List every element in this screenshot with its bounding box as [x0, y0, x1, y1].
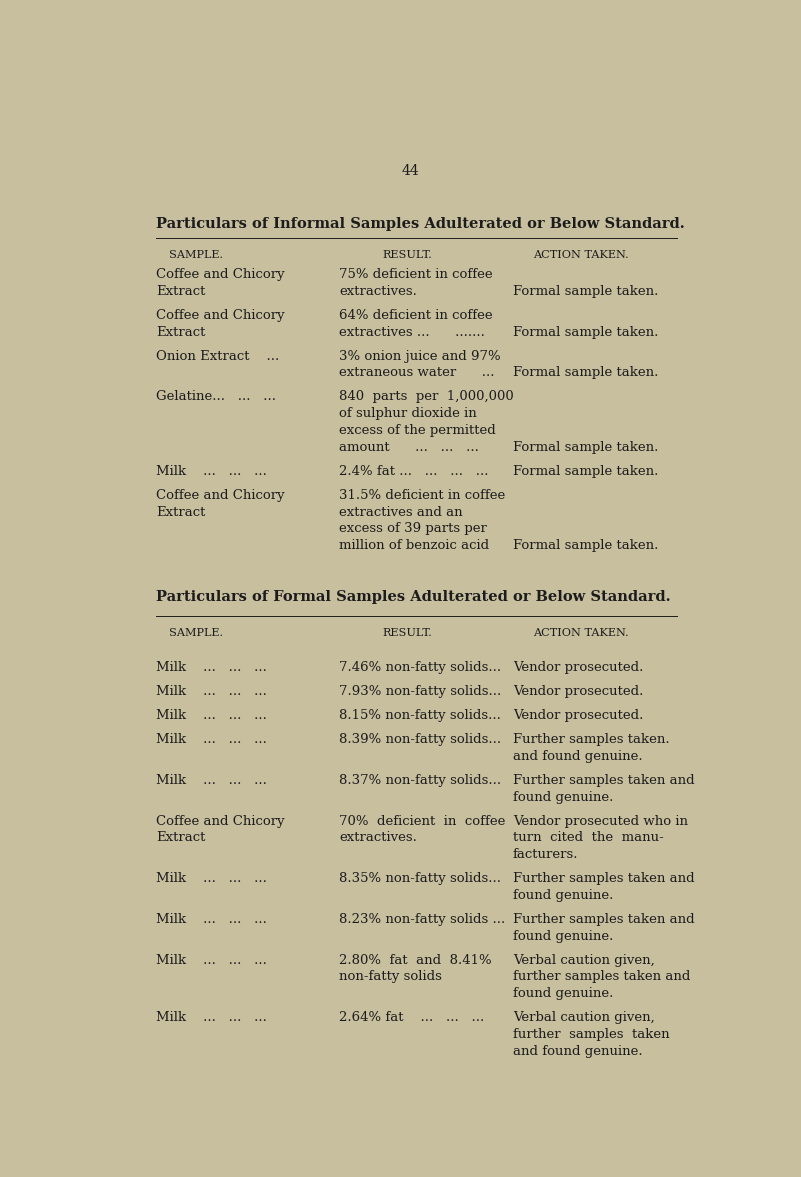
- Text: 75% deficient in coffee: 75% deficient in coffee: [339, 268, 493, 281]
- Text: Further samples taken and: Further samples taken and: [513, 773, 694, 787]
- Text: SAMPLE.: SAMPLE.: [169, 250, 223, 260]
- Text: Further samples taken and: Further samples taken and: [513, 872, 694, 885]
- Text: non-fatty solids: non-fatty solids: [339, 971, 442, 984]
- Text: Particulars of Formal Samples Adulterated or Below Standard.: Particulars of Formal Samples Adulterate…: [156, 591, 670, 604]
- Text: 44: 44: [401, 164, 420, 178]
- Text: Vendor prosecuted.: Vendor prosecuted.: [513, 685, 643, 698]
- Text: excess of 39 parts per: excess of 39 parts per: [339, 523, 487, 536]
- Text: and found genuine.: and found genuine.: [513, 750, 642, 763]
- Text: 3% onion juice and 97%: 3% onion juice and 97%: [339, 350, 501, 363]
- Text: facturers.: facturers.: [513, 849, 578, 862]
- Text: further samples taken and: further samples taken and: [513, 971, 690, 984]
- Text: RESULT.: RESULT.: [383, 250, 433, 260]
- Text: Extract: Extract: [156, 285, 205, 298]
- Text: Formal sample taken.: Formal sample taken.: [513, 366, 658, 379]
- Text: 8.37% non-fatty solids...: 8.37% non-fatty solids...: [339, 773, 501, 787]
- Text: Milk    ...   ...   ...: Milk ... ... ...: [156, 1011, 267, 1024]
- Text: Coffee and Chicory: Coffee and Chicory: [156, 488, 284, 501]
- Text: excess of the permitted: excess of the permitted: [339, 424, 496, 437]
- Text: Milk    ...   ...   ...: Milk ... ... ...: [156, 773, 267, 787]
- Text: Further samples taken and: Further samples taken and: [513, 913, 694, 926]
- Text: extractives.: extractives.: [339, 285, 417, 298]
- Text: ACTION TAKEN.: ACTION TAKEN.: [533, 629, 629, 638]
- Text: Extract: Extract: [156, 831, 205, 844]
- Text: Gelatine...   ...   ...: Gelatine... ... ...: [156, 391, 276, 404]
- Text: extractives ...      .......: extractives ... .......: [339, 326, 485, 339]
- Text: turn  cited  the  manu-: turn cited the manu-: [513, 831, 664, 844]
- Text: Formal sample taken.: Formal sample taken.: [513, 326, 658, 339]
- Text: Formal sample taken.: Formal sample taken.: [513, 440, 658, 454]
- Text: 2.80%  fat  and  8.41%: 2.80% fat and 8.41%: [339, 953, 492, 966]
- Text: Milk    ...   ...   ...: Milk ... ... ...: [156, 872, 267, 885]
- Text: 840  parts  per  1,000,000: 840 parts per 1,000,000: [339, 391, 514, 404]
- Text: Milk    ...   ...   ...: Milk ... ... ...: [156, 685, 267, 698]
- Text: of sulphur dioxide in: of sulphur dioxide in: [339, 407, 477, 420]
- Text: Particulars of Informal Samples Adulterated or Below Standard.: Particulars of Informal Samples Adultera…: [156, 218, 685, 232]
- Text: 7.46% non-fatty solids...: 7.46% non-fatty solids...: [339, 661, 501, 674]
- Text: Extract: Extract: [156, 506, 205, 519]
- Text: found genuine.: found genuine.: [513, 791, 614, 804]
- Text: found genuine.: found genuine.: [513, 930, 614, 943]
- Text: found genuine.: found genuine.: [513, 889, 614, 902]
- Text: Coffee and Chicory: Coffee and Chicory: [156, 814, 284, 827]
- Text: 8.39% non-fatty solids...: 8.39% non-fatty solids...: [339, 733, 501, 746]
- Text: further  samples  taken: further samples taken: [513, 1028, 670, 1040]
- Text: ACTION TAKEN.: ACTION TAKEN.: [533, 250, 629, 260]
- Text: Formal sample taken.: Formal sample taken.: [513, 539, 658, 552]
- Text: SAMPLE.: SAMPLE.: [169, 629, 223, 638]
- Text: Coffee and Chicory: Coffee and Chicory: [156, 268, 284, 281]
- Text: Vendor prosecuted.: Vendor prosecuted.: [513, 709, 643, 722]
- Text: Milk    ...   ...   ...: Milk ... ... ...: [156, 733, 267, 746]
- Text: 31.5% deficient in coffee: 31.5% deficient in coffee: [339, 488, 505, 501]
- Text: 64% deficient in coffee: 64% deficient in coffee: [339, 308, 493, 321]
- Text: Formal sample taken.: Formal sample taken.: [513, 465, 658, 478]
- Text: found genuine.: found genuine.: [513, 988, 614, 1000]
- Text: 8.23% non-fatty solids ...: 8.23% non-fatty solids ...: [339, 913, 505, 926]
- Text: 8.35% non-fatty solids...: 8.35% non-fatty solids...: [339, 872, 501, 885]
- Text: extractives.: extractives.: [339, 831, 417, 844]
- Text: Verbal caution given,: Verbal caution given,: [513, 1011, 654, 1024]
- Text: amount      ...   ...   ...: amount ... ... ...: [339, 440, 479, 454]
- Text: Milk    ...   ...   ...: Milk ... ... ...: [156, 465, 267, 478]
- Text: Milk    ...   ...   ...: Milk ... ... ...: [156, 913, 267, 926]
- Text: Onion Extract    ...: Onion Extract ...: [156, 350, 280, 363]
- Text: RESULT.: RESULT.: [383, 629, 433, 638]
- Text: Milk    ...   ...   ...: Milk ... ... ...: [156, 709, 267, 722]
- Text: 8.15% non-fatty solids...: 8.15% non-fatty solids...: [339, 709, 501, 722]
- Text: 2.4% fat ...   ...   ...   ...: 2.4% fat ... ... ... ...: [339, 465, 489, 478]
- Text: Further samples taken.: Further samples taken.: [513, 733, 670, 746]
- Text: Vendor prosecuted.: Vendor prosecuted.: [513, 661, 643, 674]
- Text: Vendor prosecuted who in: Vendor prosecuted who in: [513, 814, 688, 827]
- Text: Verbal caution given,: Verbal caution given,: [513, 953, 654, 966]
- Text: Formal sample taken.: Formal sample taken.: [513, 285, 658, 298]
- Text: Milk    ...   ...   ...: Milk ... ... ...: [156, 953, 267, 966]
- Text: Milk    ...   ...   ...: Milk ... ... ...: [156, 661, 267, 674]
- Text: and found genuine.: and found genuine.: [513, 1045, 642, 1058]
- Text: extractives and an: extractives and an: [339, 506, 463, 519]
- Text: extraneous water      ...: extraneous water ...: [339, 366, 495, 379]
- Text: 7.93% non-fatty solids...: 7.93% non-fatty solids...: [339, 685, 501, 698]
- Text: Coffee and Chicory: Coffee and Chicory: [156, 308, 284, 321]
- Text: Extract: Extract: [156, 326, 205, 339]
- Text: million of benzoic acid: million of benzoic acid: [339, 539, 489, 552]
- Text: 70%  deficient  in  coffee: 70% deficient in coffee: [339, 814, 505, 827]
- Text: 2.64% fat    ...   ...   ...: 2.64% fat ... ... ...: [339, 1011, 485, 1024]
